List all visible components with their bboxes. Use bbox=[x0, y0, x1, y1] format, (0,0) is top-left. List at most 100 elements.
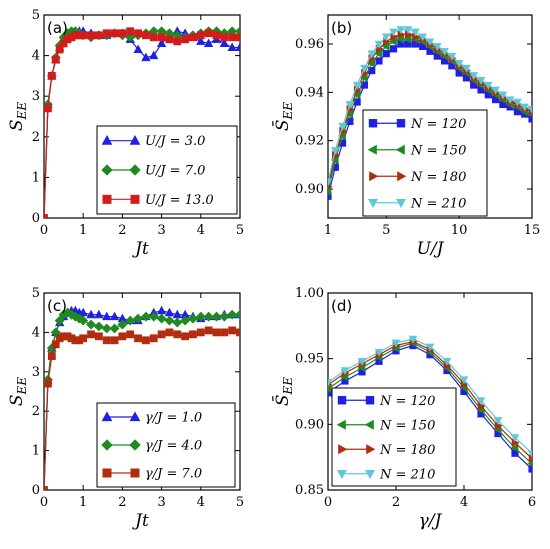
data-point-j-7-0 bbox=[134, 334, 142, 343]
data-point-n-210 bbox=[338, 122, 347, 131]
data-point-j-7-0 bbox=[165, 328, 174, 337]
legend: N = 120 N = 150 N = 180 N = 210 bbox=[362, 109, 488, 217]
data-point-n-210 bbox=[440, 47, 449, 56]
data-point-n-210 bbox=[432, 43, 442, 52]
data-point-u-j-13-0 bbox=[189, 33, 197, 42]
data-point-n-150 bbox=[359, 73, 368, 83]
legend-label-n-150: N = 150 bbox=[379, 418, 435, 433]
data-point-u-j-3-0 bbox=[203, 38, 214, 47]
data-point-n-210 bbox=[491, 86, 500, 95]
y-tick-label: 1.00 bbox=[295, 286, 324, 301]
data-point-j-4-0 bbox=[125, 315, 136, 326]
x-axis-label: γ/J bbox=[419, 511, 443, 531]
legend-label-j-4-0: γ/J = 4.0 bbox=[145, 439, 202, 454]
data-point-n-210 bbox=[330, 147, 340, 155]
series-group bbox=[328, 335, 532, 473]
x-axis-label: Jt bbox=[132, 239, 149, 259]
legend-box bbox=[331, 387, 457, 487]
y-tick-label: 2 bbox=[32, 404, 40, 419]
data-point-j-4-0 bbox=[101, 323, 112, 334]
data-point-j-4-0 bbox=[164, 315, 175, 326]
data-point-j-4-0 bbox=[148, 311, 159, 322]
data-point-u-j-13-0 bbox=[44, 214, 48, 218]
legend-marker bbox=[101, 411, 113, 422]
data-point-n-150 bbox=[527, 461, 532, 467]
panel-label: (a) bbox=[47, 19, 68, 37]
legend-label-j-1-0: γ/J = 1.0 bbox=[145, 411, 202, 426]
data-point-u-j-13-0 bbox=[126, 27, 135, 36]
data-point-j-7-0 bbox=[189, 330, 197, 339]
data-point-u-j-13-0 bbox=[142, 31, 150, 40]
legend-marker bbox=[397, 171, 407, 182]
data-point-n-210 bbox=[425, 343, 435, 352]
data-point-u-j-13-0 bbox=[236, 33, 240, 42]
data-point-j-1-0 bbox=[94, 309, 104, 319]
data-point-j-1-0 bbox=[109, 311, 120, 321]
x-tick-label: 5 bbox=[382, 223, 390, 238]
legend-marker bbox=[395, 144, 405, 155]
y-tick-label: 5 bbox=[32, 286, 40, 301]
data-point-u-j-13-0 bbox=[79, 31, 88, 40]
data-point-n-210 bbox=[374, 40, 384, 49]
data-point-n-210 bbox=[391, 339, 401, 348]
data-point-n-210 bbox=[357, 358, 367, 366]
data-point-j-7-0 bbox=[196, 328, 205, 337]
x-tick-label: 0 bbox=[324, 495, 332, 510]
data-point-j-4-0 bbox=[109, 323, 120, 334]
y-tick-label: 0.90 bbox=[295, 417, 324, 432]
legend-label-u-j-7-0: U/J = 7.0 bbox=[145, 164, 205, 179]
x-tick-label: 2 bbox=[392, 495, 400, 510]
legend-marker bbox=[129, 164, 141, 176]
y-tick-label: 2 bbox=[32, 130, 40, 145]
legend-label-n-120: N = 120 bbox=[410, 117, 466, 132]
data-point-u-j-13-0 bbox=[118, 29, 127, 38]
y-axis-label: SEE bbox=[7, 377, 29, 406]
data-point-j-7-0 bbox=[204, 326, 213, 335]
data-point-j-1-0 bbox=[86, 309, 96, 319]
legend: γ/J = 1.0 γ/J = 4.0 γ/J = 7.0 bbox=[96, 402, 236, 488]
data-point-u-j-3-0 bbox=[196, 36, 206, 45]
data-point-j-7-0 bbox=[118, 332, 127, 341]
data-point-n-210 bbox=[403, 26, 413, 35]
data-point-n-210 bbox=[454, 60, 464, 68]
y-tick-label: 1 bbox=[32, 444, 40, 459]
y-tick-label: 4 bbox=[32, 49, 40, 64]
data-point-n-210 bbox=[328, 379, 333, 387]
data-point-j-7-0 bbox=[220, 328, 229, 337]
x-tick-label: 0 bbox=[40, 223, 48, 238]
legend-marker bbox=[101, 439, 113, 451]
x-tick-label: 1 bbox=[79, 223, 87, 238]
data-point-n-210 bbox=[418, 33, 428, 42]
data-point-j-4-0 bbox=[117, 319, 128, 330]
data-point-n-210 bbox=[328, 178, 333, 187]
legend-label-n-120: N = 120 bbox=[379, 394, 435, 409]
legend-marker bbox=[130, 194, 140, 204]
data-point-n-210 bbox=[527, 105, 532, 114]
data-point-u-j-13-0 bbox=[110, 29, 119, 38]
series-group bbox=[328, 26, 532, 200]
data-point-u-j-13-0 bbox=[87, 31, 95, 40]
data-point-n-210 bbox=[527, 449, 532, 458]
data-point-j-4-0 bbox=[219, 311, 230, 322]
x-tick-label: 1 bbox=[324, 223, 332, 238]
axes-frame bbox=[43, 292, 241, 491]
legend-marker bbox=[101, 164, 113, 176]
legend-label-u-j-3-0: U/J = 3.0 bbox=[145, 134, 205, 149]
data-point-u-j-3-0 bbox=[141, 52, 151, 62]
y-tick-label: 1 bbox=[32, 170, 40, 185]
legend-marker bbox=[364, 419, 374, 430]
data-point-u-j-13-0 bbox=[196, 31, 205, 40]
legend-marker bbox=[129, 439, 141, 451]
data-point-u-j-13-0 bbox=[55, 45, 64, 54]
panel-label: (b) bbox=[331, 19, 352, 37]
data-point-j-7-0 bbox=[102, 336, 111, 345]
data-point-j-4-0 bbox=[133, 313, 144, 324]
data-point-j-7-0 bbox=[126, 330, 135, 339]
legend-label-n-210: N = 210 bbox=[379, 467, 435, 482]
y-tick-label: 0 bbox=[32, 483, 40, 498]
data-point-n-210 bbox=[520, 103, 530, 112]
data-point-j-7-0 bbox=[228, 326, 237, 335]
legend-marker bbox=[338, 444, 348, 455]
x-tick-label: 0 bbox=[40, 495, 48, 510]
